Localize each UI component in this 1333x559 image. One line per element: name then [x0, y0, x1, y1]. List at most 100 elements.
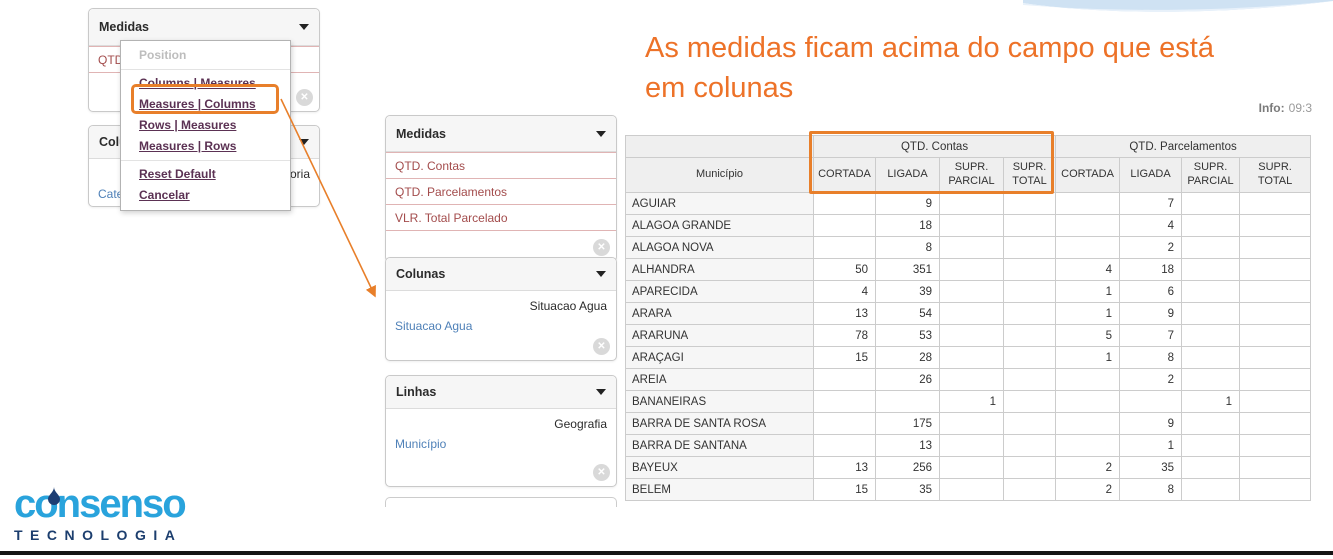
panel-title: Medidas [99, 20, 150, 34]
chevron-down-icon[interactable] [596, 130, 606, 137]
municipio-cell[interactable]: AGUIAR [625, 192, 814, 215]
remove-icon[interactable]: ✕ [593, 464, 610, 481]
value-cell [1239, 192, 1312, 215]
menu-item-cancelar[interactable]: Cancelar [139, 188, 190, 202]
column-header[interactable]: SUPR. PARCIAL [939, 157, 1004, 193]
menu-separator [121, 160, 290, 161]
value-cell: 1 [1181, 390, 1241, 413]
value-cell: 35 [1119, 456, 1183, 479]
value-cell [1002, 456, 1057, 479]
dimension-field[interactable]: Município [395, 437, 447, 451]
value-cell [1239, 390, 1312, 413]
value-cell: 2 [1119, 368, 1183, 391]
column-header[interactable]: CORTADA [1055, 157, 1121, 193]
municipio-cell[interactable]: ALHANDRA [625, 258, 814, 281]
heading-line: As medidas ficam acima do campo que está [645, 32, 1214, 64]
panel-colunas: Colunas Situacao Agua Situacao Agua ✕ [385, 257, 617, 361]
value-cell: 1 [1055, 302, 1121, 325]
measure-item[interactable]: QTD. Parcelamentos [386, 179, 616, 205]
value-cell [939, 302, 1004, 325]
panel-linhas-header[interactable]: Linhas [386, 376, 616, 409]
value-cell: 5 [1055, 324, 1121, 347]
table-row: BAYEUX 13 256 2 35 [625, 456, 1312, 479]
value-cell [1239, 324, 1312, 347]
table-row: AGUIAR 9 7 [625, 192, 1312, 215]
panel-linhas: Linhas Geografia Município ✕ [385, 375, 617, 487]
measure-item[interactable]: VLR. Total Parcelado [386, 205, 616, 231]
chevron-down-icon[interactable] [596, 271, 606, 277]
value-cell [1002, 192, 1057, 215]
value-cell: 1 [939, 390, 1004, 413]
column-header[interactable]: CORTADA [813, 157, 876, 193]
remove-icon[interactable]: ✕ [296, 89, 313, 106]
logo-wordmark: consenso [14, 482, 187, 526]
menu-item-measures-columns[interactable]: Measures | Columns [139, 97, 256, 111]
municipio-cell[interactable]: AREIA [625, 368, 814, 391]
value-cell [813, 236, 876, 259]
dimension-field[interactable]: Situacao Agua [395, 319, 473, 333]
municipio-cell[interactable]: BARRA DE SANTA ROSA [625, 412, 814, 435]
table-row: ALHANDRA 50 351 4 18 [625, 258, 1312, 281]
column-header[interactable]: LIGADA [875, 157, 940, 193]
chevron-down-icon[interactable] [299, 24, 309, 30]
panel-title: Colunas [396, 267, 446, 281]
municipio-cell[interactable]: ARARUNA [625, 324, 814, 347]
info-key: Info: [1258, 101, 1285, 115]
value-cell [813, 214, 876, 237]
value-cell [1239, 214, 1312, 237]
value-cell [1239, 302, 1312, 325]
menu-item-measures-rows[interactable]: Measures | Rows [139, 139, 237, 153]
table-row: ARARUNA 78 53 5 7 [625, 324, 1312, 347]
column-header[interactable]: SUPR. TOTAL [1002, 157, 1057, 193]
column-group-header[interactable]: QTD. Contas [812, 135, 1057, 158]
municipio-cell[interactable]: ARARA [625, 302, 814, 325]
chevron-down-icon[interactable] [299, 139, 309, 145]
column-header[interactable]: SUPR. PARCIAL [1181, 157, 1241, 193]
value-cell [1239, 434, 1312, 457]
logo-name-text: consenso [14, 482, 187, 526]
chevron-down-icon[interactable] [596, 389, 606, 395]
menu-item-rows-measures[interactable]: Rows | Measures [139, 118, 237, 132]
municipio-cell[interactable]: BANANEIRAS [625, 390, 814, 413]
municipio-cell[interactable]: APARECIDA [625, 280, 814, 303]
municipio-cell[interactable]: BELEM [625, 478, 814, 501]
value-cell: 15 [813, 346, 876, 369]
menu-item-reset-default[interactable]: Reset Default [139, 167, 216, 181]
measure-item[interactable]: QTD. Contas [386, 153, 616, 179]
value-cell: 2 [1055, 478, 1121, 501]
column-header[interactable]: SUPR. TOTAL [1239, 157, 1312, 193]
column-header[interactable]: LIGADA [1119, 157, 1183, 193]
value-cell [1181, 456, 1241, 479]
value-cell: 1 [1055, 346, 1121, 369]
panel-medidas-header[interactable]: Medidas [386, 116, 616, 152]
value-cell: 8 [875, 236, 940, 259]
value-cell [813, 412, 876, 435]
municipio-cell[interactable]: BARRA DE SANTANA [625, 434, 814, 457]
value-cell: 78 [813, 324, 876, 347]
row-header[interactable]: Município [625, 157, 814, 193]
panel-title: Linhas [396, 385, 437, 399]
value-cell [1239, 478, 1312, 501]
value-cell [1002, 412, 1057, 435]
value-cell: 6 [1119, 280, 1183, 303]
menu-item-columns-measures[interactable]: Columns | Measures [139, 76, 256, 90]
value-cell [1055, 412, 1121, 435]
municipio-cell[interactable]: BAYEUX [625, 456, 814, 479]
column-group-header[interactable]: QTD. Parcelamentos [1055, 135, 1312, 158]
remove-icon[interactable]: ✕ [593, 338, 610, 355]
value-cell: 7 [1119, 324, 1183, 347]
panel-medidas-back-header[interactable]: Medidas [89, 9, 319, 46]
value-cell [1181, 236, 1241, 259]
municipio-cell[interactable]: ALAGOA GRANDE [625, 214, 814, 237]
table-row: BELEM 15 35 2 8 [625, 478, 1312, 501]
value-cell: 53 [875, 324, 940, 347]
value-cell: 9 [1119, 302, 1183, 325]
panel-colunas-header[interactable]: Colunas [386, 258, 616, 291]
municipio-cell[interactable]: ARAÇAGI [625, 346, 814, 369]
remove-icon[interactable]: ✕ [593, 239, 610, 256]
municipio-cell[interactable]: ALAGOA NOVA [625, 236, 814, 259]
bottom-divider [0, 551, 1333, 555]
panel-partial [385, 497, 617, 507]
value-cell: 8 [1119, 346, 1183, 369]
value-cell: 13 [875, 434, 940, 457]
